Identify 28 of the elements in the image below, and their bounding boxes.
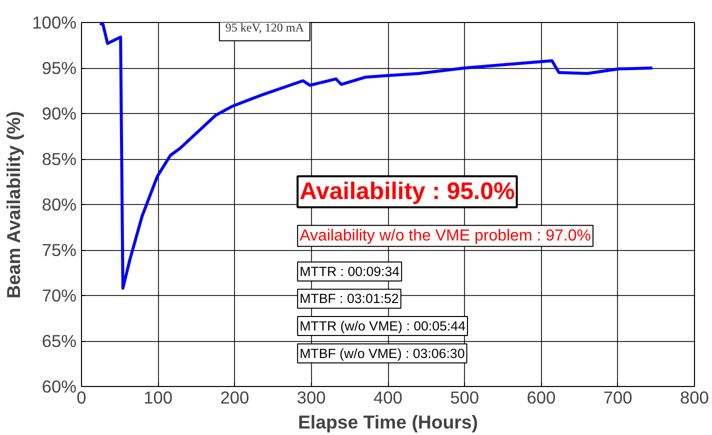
- annotation: Availability w/o the VME problem : 97.0%: [300, 227, 591, 244]
- x-tick-label: 100: [144, 388, 173, 408]
- y-tick-label: 65%: [42, 331, 77, 351]
- y-tick-label: 60%: [42, 376, 77, 396]
- x-tick-label: 0: [76, 388, 86, 408]
- y-tick-label: 85%: [42, 149, 77, 169]
- annotation: MTBF : 03:01:52: [300, 291, 399, 306]
- line-series: [98, 22, 654, 290]
- x-tick-label: 500: [450, 388, 480, 408]
- x-tick-label: 800: [680, 388, 709, 408]
- y-tick-label: 95%: [42, 58, 77, 78]
- y-tick-label: 90%: [42, 104, 77, 124]
- y-axis-title: Beam Availability (%): [3, 111, 24, 298]
- x-tick-label: 200: [220, 388, 250, 408]
- annotation: 95 keV, 120 mA: [225, 20, 304, 35]
- annotation: MTTR : 00:09:34: [300, 264, 400, 279]
- y-tick-label: 80%: [42, 194, 77, 214]
- x-tick-label: 400: [374, 388, 402, 408]
- x-tick-label: 300: [296, 388, 326, 408]
- annotation: MTBF (w/o VME) : 03:06:30: [300, 346, 465, 361]
- x-axis-title: Elapse Time (Hours): [298, 412, 478, 432]
- x-tick-label: 700: [603, 388, 632, 408]
- y-tick-label: 75%: [42, 240, 77, 260]
- x-tick-label: 600: [526, 388, 556, 408]
- y-tick-label: 100%: [32, 12, 77, 32]
- y-tick-label: 70%: [42, 286, 77, 306]
- annotation: Availability : 95.0%: [300, 178, 515, 206]
- annotation: MTTR (w/o VME) : 00:05:44: [300, 318, 466, 334]
